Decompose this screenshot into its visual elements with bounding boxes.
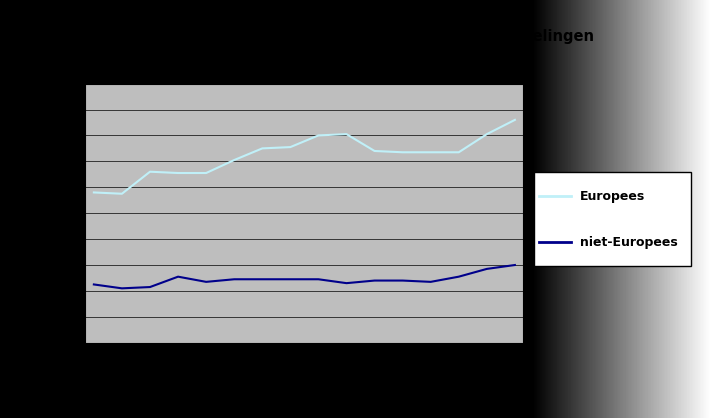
niet-Europees bbox=[258, 277, 266, 282]
Europees bbox=[511, 117, 519, 122]
niet-Europees bbox=[342, 280, 351, 285]
niet-Europees bbox=[314, 277, 323, 282]
niet-Europees bbox=[483, 266, 491, 271]
Europees bbox=[314, 133, 323, 138]
Europees bbox=[426, 150, 435, 155]
niet-Europees bbox=[230, 277, 239, 282]
Europees bbox=[370, 148, 379, 153]
Europees bbox=[174, 171, 182, 176]
Europees bbox=[342, 132, 351, 137]
niet-Europees bbox=[454, 274, 463, 279]
niet-Europees bbox=[511, 263, 519, 268]
Line: Europees: Europees bbox=[94, 120, 515, 194]
Europees bbox=[454, 150, 463, 155]
Europees bbox=[230, 158, 239, 163]
Europees bbox=[90, 190, 98, 195]
Europees bbox=[286, 145, 295, 150]
niet-Europees bbox=[117, 286, 126, 291]
niet-Europees bbox=[398, 278, 407, 283]
niet-Europees bbox=[202, 279, 211, 284]
niet-Europees bbox=[370, 278, 379, 283]
niet-Europees bbox=[286, 277, 295, 282]
Europees bbox=[117, 191, 126, 196]
niet-Europees bbox=[174, 274, 182, 279]
niet-Europees bbox=[146, 285, 155, 290]
FancyBboxPatch shape bbox=[534, 173, 691, 267]
niet-Europees bbox=[90, 282, 98, 287]
Europees bbox=[146, 169, 155, 174]
Text: Europees: Europees bbox=[580, 190, 645, 203]
Line: niet-Europees: niet-Europees bbox=[94, 265, 515, 288]
niet-Europees bbox=[426, 279, 435, 284]
Europees bbox=[258, 146, 266, 151]
Europees bbox=[202, 171, 211, 176]
Europees bbox=[483, 132, 491, 137]
Text: niet-Europees: niet-Europees bbox=[580, 236, 677, 249]
Text: Geregistreerde emigratie Europese/niet-Europese  vreemdelingen
in het Vlaamse ge: Geregistreerde emigratie Europese/niet-E… bbox=[46, 29, 595, 62]
Europees bbox=[398, 150, 407, 155]
